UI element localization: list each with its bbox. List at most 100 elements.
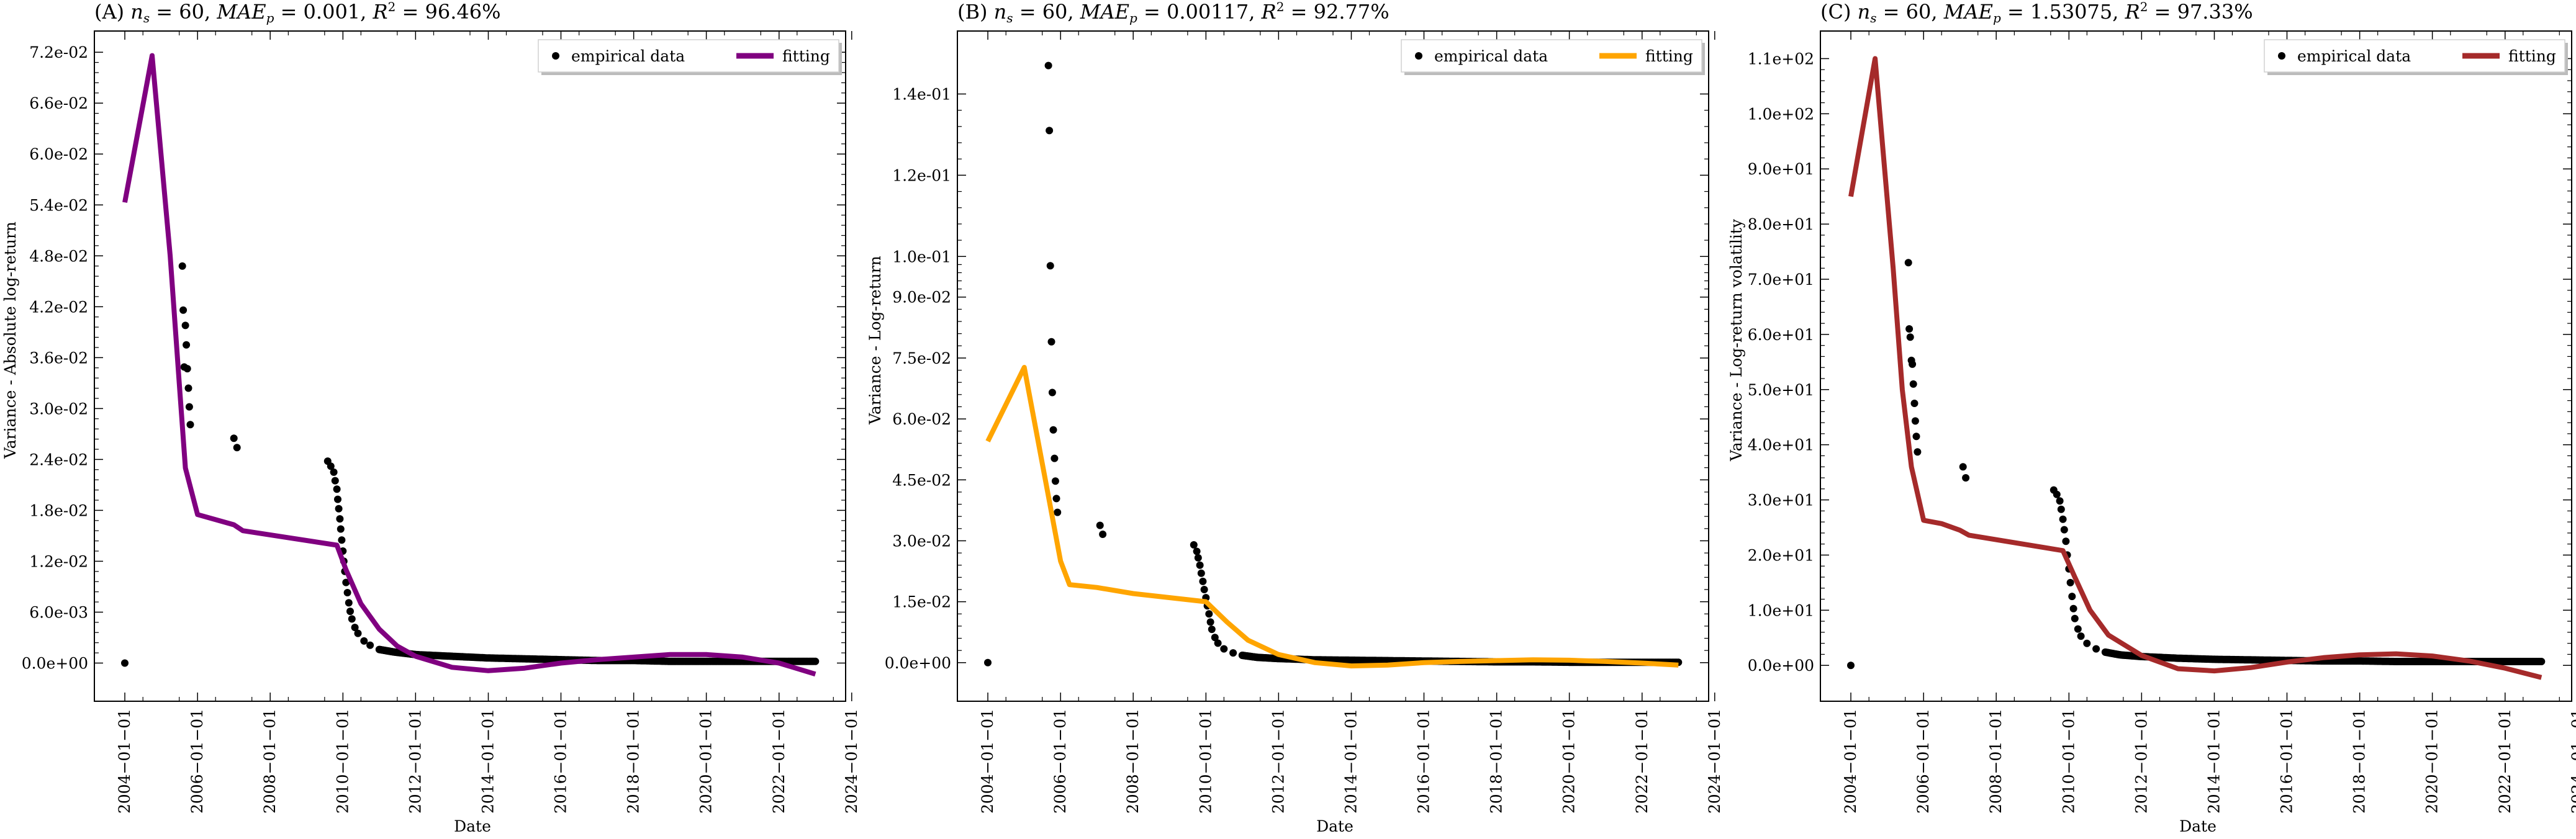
panel-c-empirical-point <box>1962 474 1970 482</box>
panel-c-y-tick-label: 0.0e+00 <box>1748 657 1814 675</box>
panel-b-empirical-point <box>1052 495 1060 503</box>
panel-a-empirical-point <box>330 468 338 476</box>
panel-b-empirical-point <box>1194 554 1202 562</box>
panel-c-y-tick-label: 1.0e+01 <box>1748 601 1814 619</box>
panel-b-legend-box <box>1401 39 1702 73</box>
panel-c-fitting-line <box>1848 56 2542 680</box>
panel-c-empirical-point <box>2536 658 2544 665</box>
panel-b-empirical-point <box>1214 639 1222 647</box>
panel-c-empirical-point <box>2066 578 2074 586</box>
panel-b-fitting-line <box>985 365 1679 669</box>
panel-a-empirical-point <box>121 659 129 667</box>
panel-b-empirical-point <box>1051 477 1059 485</box>
panel-c-x-tick-label: 2010−01−01 <box>2059 709 2077 814</box>
panel-b-empirical-point <box>1206 618 1214 626</box>
panel-b-empirical-point <box>1208 626 1216 634</box>
panel-b-empirical-point <box>1200 586 1208 593</box>
panel-c-y-tick-label: 2.0e+01 <box>1748 546 1814 564</box>
panel-c-empirical-point <box>1906 333 1914 341</box>
panel-b-empirical-point <box>984 658 992 666</box>
panel-c-x-tick-label: 2008−01−01 <box>1987 709 2005 814</box>
panel-a-empirical-point <box>179 306 188 314</box>
panel-a-y-tick-label: 6.0e-03 <box>29 603 88 621</box>
panel-b: (B) ns = 60, MAEp = 0.00117, R2 = 92.77%… <box>866 0 1724 835</box>
panel-c-x-tick-label: 2014−01−01 <box>2205 709 2223 814</box>
panel-b-y-axis-label: Variance - Log-return <box>866 256 884 425</box>
panel-a: (A) ns = 60, MAEp = 0.001, R2 = 96.46% V… <box>1 0 861 835</box>
panel-c-y-axis-label: Variance - Log-return volatility <box>1727 218 1745 462</box>
panel-c-legend-marker-empirical <box>2278 52 2285 60</box>
panel-a-empirical-point <box>184 384 192 392</box>
panel-b-y-tick-label: 6.0e-02 <box>892 410 951 428</box>
panel-c-y-tick-label: 4.0e+01 <box>1748 436 1814 454</box>
panel-b-x-tick-label: 2016−01−01 <box>1414 709 1432 814</box>
panel-a-x-tick-label: 2012−01−01 <box>406 709 424 814</box>
panel-a-y-tick-label: 0.0e+00 <box>22 654 88 672</box>
panel-a-empirical-point <box>186 421 194 429</box>
panel-a-empirical-point <box>336 515 344 523</box>
panel-b-ticks: 0.0e+00 1.5e-02 3.0e-02 4.5e-02 6.0e-02 7.5e-… <box>885 31 1724 814</box>
panel-b-x-tick-label: 2024−01−01 <box>1706 709 1724 814</box>
panel-a-y-tick-label: 3.0e-02 <box>29 400 88 418</box>
panel-a-empirical-point <box>338 536 346 544</box>
panel-a-y-tick-label: 2.4e-02 <box>29 451 88 469</box>
panel-a-x-axis-label: Date <box>454 817 491 835</box>
panel-a-empirical-point <box>366 641 374 649</box>
panel-b-empirical-point <box>1196 561 1204 569</box>
panel-b-x-tick-label: 2012−01−01 <box>1269 709 1287 814</box>
panel-a-empirical-point <box>354 629 362 637</box>
panel-a-y-axis-label: Variance - Absolute log-return <box>1 222 19 459</box>
panel-c-x-tick-label: 2004−01−01 <box>1842 709 1860 814</box>
panel-c-y-tick-label: 7.0e+01 <box>1748 271 1814 289</box>
panel-a-empirical-point <box>183 365 191 373</box>
panel-c-empirical-point <box>2092 645 2100 653</box>
panel-b-empirical-point <box>1205 610 1213 618</box>
panel-c-empirical-point <box>2071 614 2079 622</box>
panel-b-x-tick-label: 2020−01−01 <box>1560 709 1578 814</box>
panel-a-legend-marker-empirical <box>552 52 559 60</box>
panel-b-y-tick-label: 1.0e-01 <box>892 248 951 266</box>
panel-a-empirical-point <box>337 525 345 533</box>
panel-a-empirical-point <box>343 589 351 596</box>
panel-c-legend-label-fitting: fitting <box>2508 47 2556 65</box>
panel-c-legend-box <box>2264 39 2565 73</box>
panel-b-empirical-point <box>1046 127 1054 135</box>
panel-c-y-tick-label: 3.0e+01 <box>1748 491 1814 509</box>
panel-c-frame <box>1820 30 2572 702</box>
panel-a-frame <box>94 30 846 702</box>
panel-a-y-tick-label: 5.4e-02 <box>29 196 88 214</box>
panel-b-x-tick-label: 2014−01−01 <box>1342 709 1360 814</box>
panel-c-plot-area <box>1847 56 2546 680</box>
panel-b-legend-marker-empirical <box>1415 52 1422 60</box>
panel-c-empirical-point <box>1910 400 1918 407</box>
panel-a-empirical-point <box>327 462 335 470</box>
panel-b-y-tick-label: 0.0e+00 <box>885 654 951 672</box>
panel-c-empirical-point <box>2060 526 2068 534</box>
panel-c-x-tick-label: 2006−01−01 <box>1914 709 1932 814</box>
panel-b-x-tick-label: 2022−01−01 <box>1633 709 1651 814</box>
panel-a-title: (A) ns = 60, MAEp = 0.001, R2 = 96.46% <box>94 0 501 25</box>
panel-b-empirical-point <box>1229 649 1237 657</box>
panel-a-ticks: 0.0e+00 6.0e-03 1.2e-02 1.8e-02 2.4e-02 3.0e-… <box>22 31 861 814</box>
panel-a-empirical-point <box>345 599 353 607</box>
panel-c-y-tick-label: 8.0e+01 <box>1748 215 1814 233</box>
panel-b-y-tick-label: 1.2e-01 <box>892 166 951 184</box>
panel-c-empirical-point <box>2062 537 2070 545</box>
panel-b-y-tick-label: 1.4e-01 <box>892 85 951 103</box>
panel-b-empirical-point <box>1048 388 1056 397</box>
panel-c-y-tick-label: 1.1e+02 <box>1748 50 1814 68</box>
panel-b-y-tick-label: 9.0e-02 <box>892 289 951 307</box>
panel-a-legend-box <box>538 39 839 73</box>
panel-c-empirical-point <box>1847 662 1855 670</box>
panel-a-x-tick-label: 2016−01−01 <box>551 709 569 814</box>
panel-a-x-tick-label: 2014−01−01 <box>479 709 497 814</box>
panel-c-y-tick-label: 1.0e+02 <box>1748 105 1814 123</box>
panel-a-empirical-point <box>333 485 341 493</box>
panel-c-empirical-point <box>2053 490 2061 498</box>
panel-b-legend-label-empirical: empirical data <box>1434 47 1548 65</box>
panel-b-empirical-point <box>1193 547 1201 555</box>
panel-a-legend-label-empirical: empirical data <box>571 47 685 65</box>
panel-b-plot-area <box>984 61 1683 669</box>
panel-a-x-tick-label: 2008−01−01 <box>261 709 279 814</box>
panel-a-empirical-point <box>185 403 193 411</box>
